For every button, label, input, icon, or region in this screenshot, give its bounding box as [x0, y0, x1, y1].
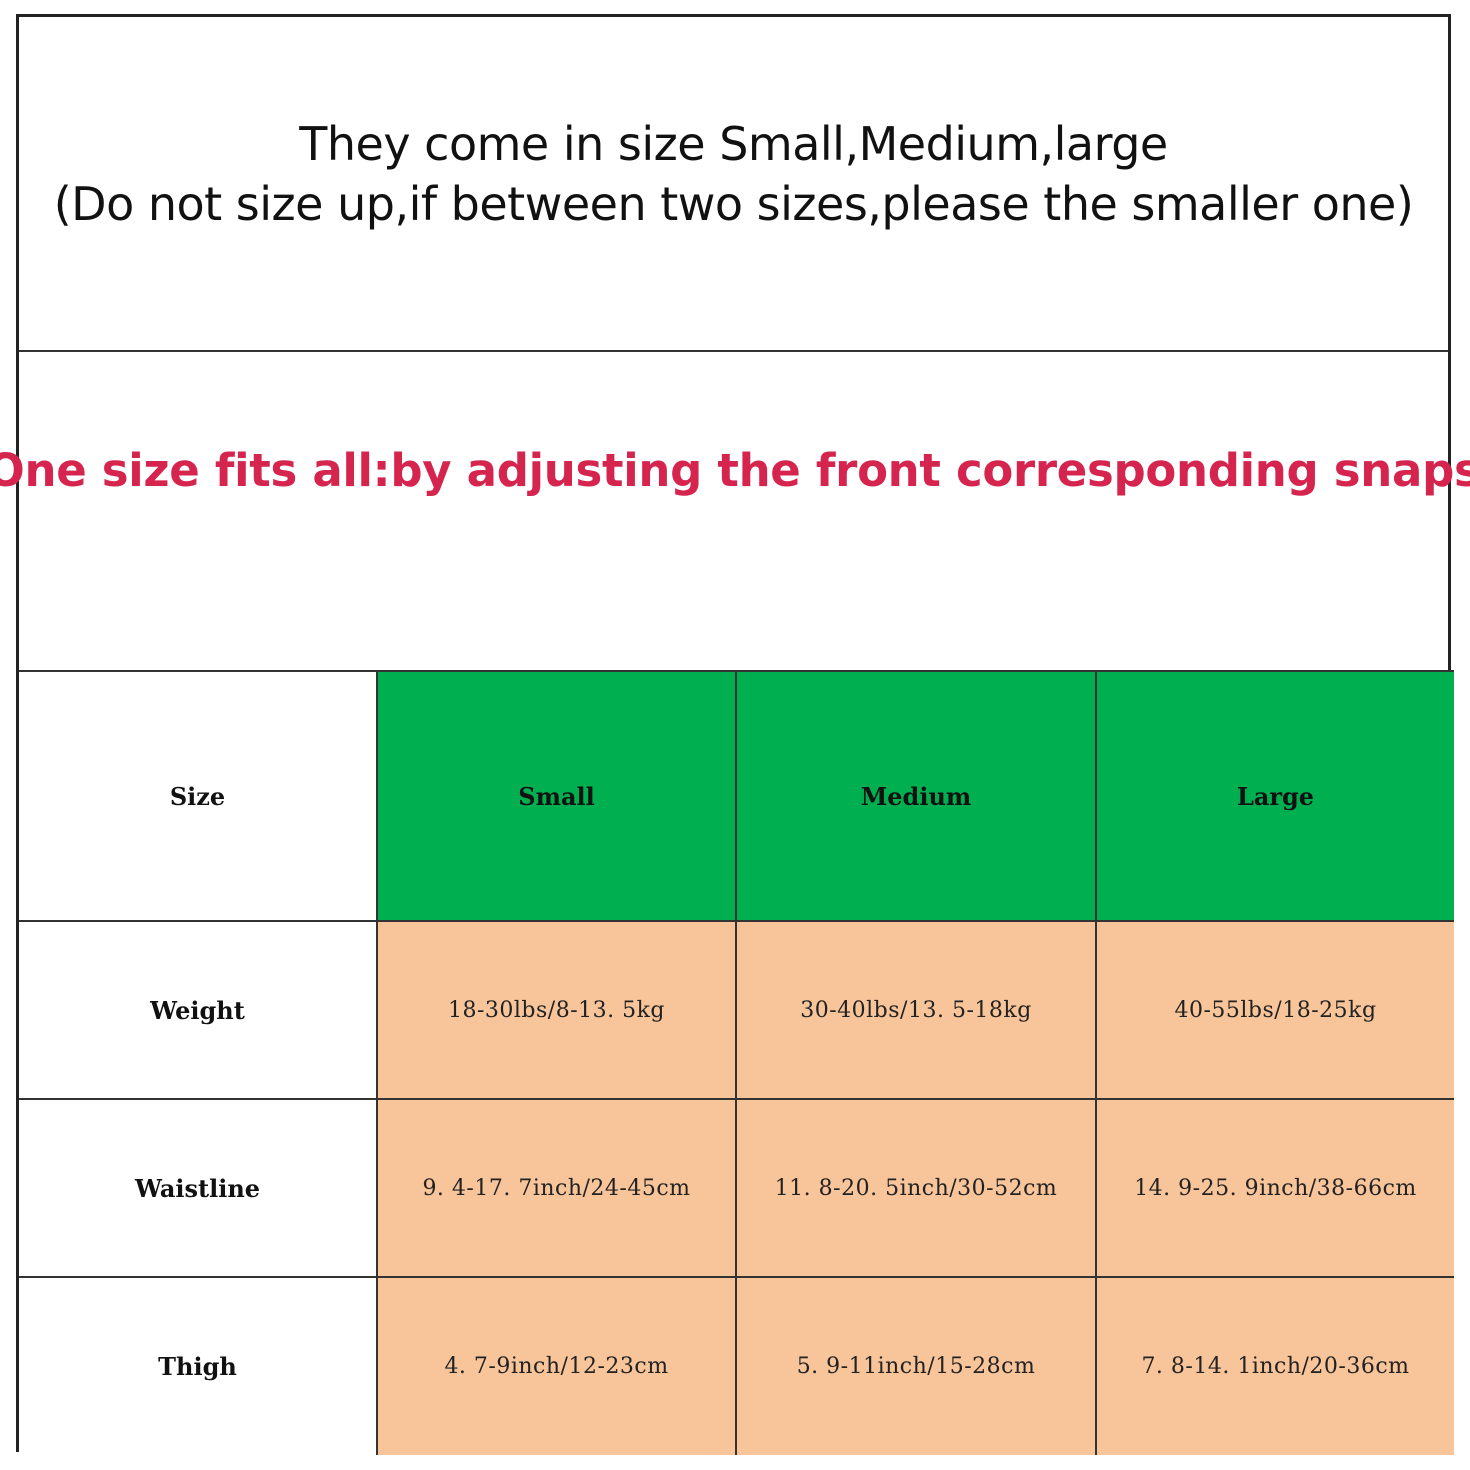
table-row-thigh: Thigh 4. 7-9inch/12-23cm 5. 9-11inch/15-… — [19, 1276, 1454, 1455]
header-small: Small — [376, 670, 737, 922]
row-label-waistline: Waistline — [19, 1098, 378, 1278]
waistline-large: 14. 9-25. 9inch/38-66cm — [1095, 1098, 1454, 1278]
thigh-small: 4. 7-9inch/12-23cm — [376, 1276, 737, 1455]
header-large: Large — [1095, 670, 1454, 922]
row-label-thigh: Thigh — [19, 1276, 378, 1455]
table-header-row: Size Small Medium Large — [19, 670, 1454, 922]
banner-text: One size fits all:by adjusting the front… — [0, 444, 1470, 497]
waistline-small: 9. 4-17. 7inch/24-45cm — [376, 1098, 737, 1278]
thigh-medium: 5. 9-11inch/15-28cm — [735, 1276, 1097, 1455]
waistline-medium: 11. 8-20. 5inch/30-52cm — [735, 1098, 1097, 1278]
one-size-banner: One size fits all:by adjusting the front… — [0, 352, 1470, 670]
weight-small: 18-30lbs/8-13. 5kg — [376, 920, 737, 1100]
weight-large: 40-55lbs/18-25kg — [1095, 920, 1454, 1100]
thigh-large: 7. 8-14. 1inch/20-36cm — [1095, 1276, 1454, 1455]
row-label-weight: Weight — [19, 920, 378, 1100]
weight-medium: 30-40lbs/13. 5-18kg — [735, 920, 1097, 1100]
size-table: Size Small Medium Large Weight 18-30lbs/… — [19, 670, 1454, 1455]
header-medium: Medium — [735, 670, 1097, 922]
size-chart-frame: They come in size Small,Medium,large (Do… — [0, 14, 1470, 1455]
intro-line-1: They come in size Small,Medium,large — [299, 116, 1168, 171]
header-size-label: Size — [19, 670, 378, 922]
table-row-waistline: Waistline 9. 4-17. 7inch/24-45cm 11. 8-2… — [19, 1098, 1454, 1278]
intro-section: They come in size Small,Medium,large (Do… — [19, 17, 1448, 352]
table-row-weight: Weight 18-30lbs/8-13. 5kg 30-40lbs/13. 5… — [19, 920, 1454, 1100]
intro-line-2: (Do not size up,if between two sizes,ple… — [53, 176, 1414, 231]
